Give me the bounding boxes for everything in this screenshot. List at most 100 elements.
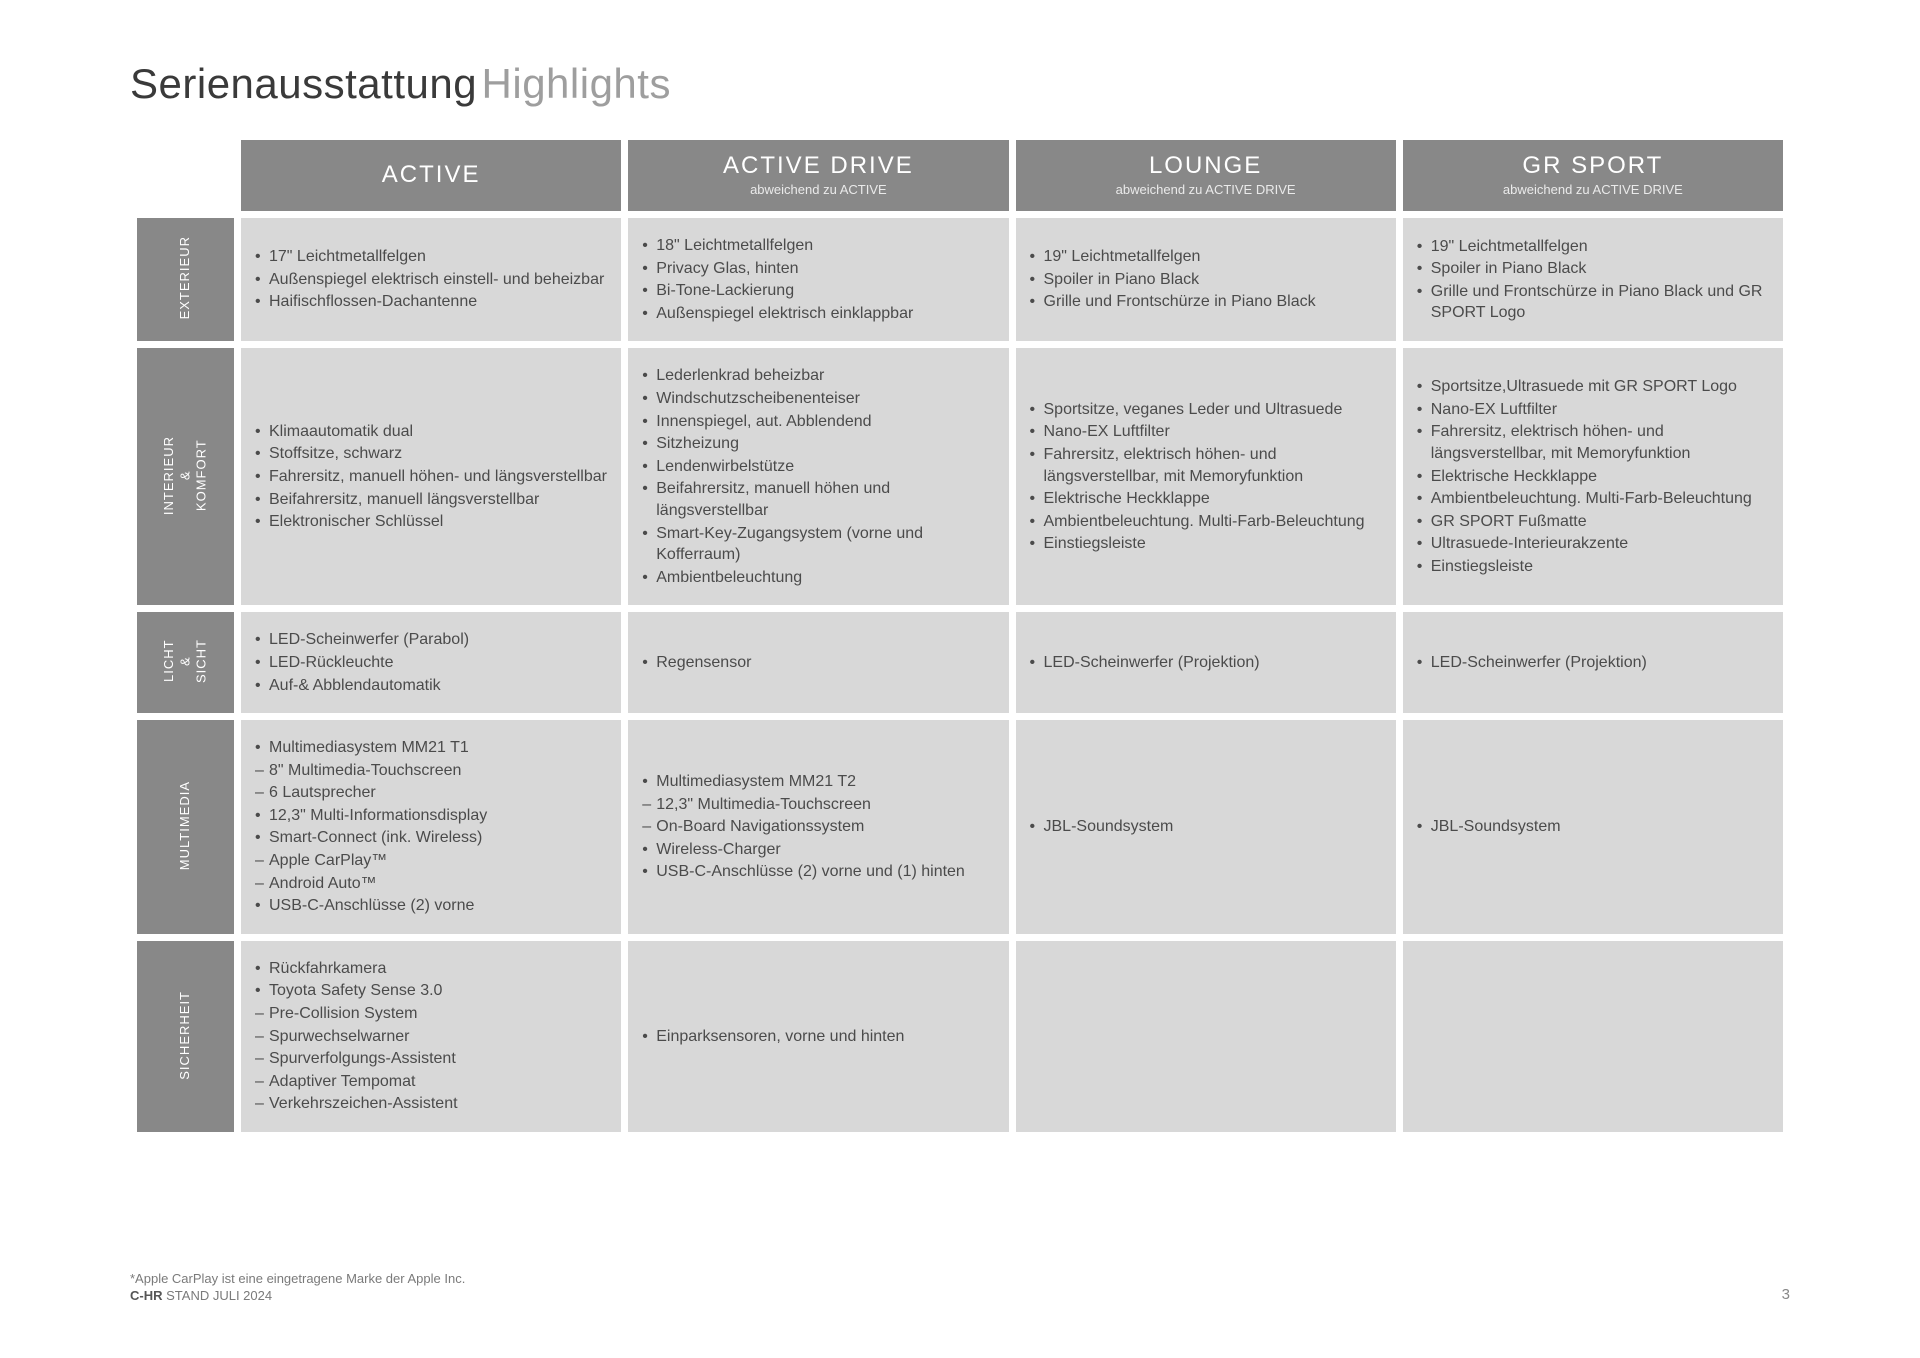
table-row: SICHERHEITRückfahrkameraToyota Safety Se…	[137, 941, 1783, 1132]
row-label: MULTIMEDIA	[137, 720, 234, 934]
page-title: Serienausstattung Highlights	[130, 60, 1790, 108]
col-head-lounge: LOUNGE abweichend zu ACTIVE DRIVE	[1016, 140, 1396, 211]
feature-item: Ambientbeleuchtung. Multi-Farb-Beleuchtu…	[1417, 488, 1769, 510]
feature-cell: LED-Scheinwerfer (Projektion)	[1016, 612, 1396, 713]
page-number: 3	[1782, 1286, 1790, 1303]
title-light: Highlights	[482, 60, 671, 107]
feature-list: LED-Scheinwerfer (Projektion)	[1030, 652, 1382, 674]
col-head-active: ACTIVE	[241, 140, 621, 211]
feature-item: Multimediasystem MM21 T1	[255, 737, 607, 759]
feature-item: Lederlenkrad beheizbar	[642, 365, 994, 387]
feature-item: Haifischflossen-Dachantenne	[255, 291, 607, 313]
feature-item: Grille und Frontschürze in Piano Black	[1030, 291, 1382, 313]
col-subtitle: abweichend zu ACTIVE DRIVE	[1024, 182, 1388, 197]
feature-cell: Multimediasystem MM21 T18" Multimedia-To…	[241, 720, 621, 934]
feature-item: Regensensor	[642, 652, 994, 674]
feature-list: 19" LeichtmetallfelgenSpoiler in Piano B…	[1030, 246, 1382, 313]
feature-item: Rückfahrkamera	[255, 958, 607, 980]
feature-cell: Einparksensoren, vorne und hinten	[628, 941, 1008, 1132]
feature-item: GR SPORT Fußmatte	[1417, 511, 1769, 533]
feature-cell: 18" LeichtmetallfelgenPrivacy Glas, hint…	[628, 218, 1008, 341]
footer-status-line: C-HR STAND JULI 2024	[130, 1288, 1790, 1303]
feature-list: Lederlenkrad beheizbarWindschutzscheiben…	[642, 365, 994, 588]
feature-item: JBL-Soundsystem	[1030, 816, 1382, 838]
feature-item: Ambientbeleuchtung. Multi-Farb-Beleuchtu…	[1030, 511, 1382, 533]
feature-item: Spoiler in Piano Black	[1417, 258, 1769, 280]
feature-item: Einstiegsleiste	[1417, 556, 1769, 578]
title-strong: Serienausstattung	[130, 60, 477, 107]
feature-list: LED-Scheinwerfer (Projektion)	[1417, 652, 1769, 674]
footer-model: C-HR	[130, 1288, 163, 1303]
feature-cell: JBL-Soundsystem	[1016, 720, 1396, 934]
feature-item: Apple CarPlay™	[255, 850, 607, 872]
col-title: ACTIVE DRIVE	[636, 152, 1000, 180]
feature-item: Ultrasuede-Interieurakzente	[1417, 533, 1769, 555]
table-row: EXTERIEUR17" LeichtmetallfelgenAußenspie…	[137, 218, 1783, 341]
feature-item: Ambientbeleuchtung	[642, 567, 994, 589]
feature-item: Fahrersitz, manuell höhen- und längsvers…	[255, 466, 607, 488]
feature-item: Windschutzscheibenenteiser	[642, 388, 994, 410]
feature-item: Innenspiegel, aut. Abblendend	[642, 411, 994, 433]
feature-item: Multimediasystem MM21 T2	[642, 771, 994, 793]
feature-item: Spoiler in Piano Black	[1030, 269, 1382, 291]
feature-item: On-Board Navigationssystem	[642, 816, 994, 838]
feature-item: LED-Rückleuchte	[255, 652, 607, 674]
feature-cell: Multimediasystem MM21 T212,3" Multimedia…	[628, 720, 1008, 934]
feature-item: Außenspiegel elektrisch einstell- und be…	[255, 269, 607, 291]
feature-cell: 19" LeichtmetallfelgenSpoiler in Piano B…	[1403, 218, 1783, 341]
feature-cell: JBL-Soundsystem	[1403, 720, 1783, 934]
feature-cell: LED-Scheinwerfer (Parabol)LED-Rückleucht…	[241, 612, 621, 713]
feature-cell	[1403, 941, 1783, 1132]
feature-list: LED-Scheinwerfer (Parabol)LED-Rückleucht…	[255, 629, 607, 696]
feature-list: Regensensor	[642, 652, 994, 674]
table-header-row: ACTIVE ACTIVE DRIVE abweichend zu ACTIVE…	[137, 140, 1783, 211]
feature-item: Wireless-Charger	[642, 839, 994, 861]
col-title: LOUNGE	[1024, 152, 1388, 180]
feature-item: Beifahrersitz, manuell höhen und längsve…	[642, 478, 994, 521]
feature-item: Pre-Collision System	[255, 1003, 607, 1025]
table-row: MULTIMEDIAMultimediasystem MM21 T18" Mul…	[137, 720, 1783, 934]
col-head-active-drive: ACTIVE DRIVE abweichend zu ACTIVE	[628, 140, 1008, 211]
col-title: ACTIVE	[249, 161, 613, 189]
header-spacer	[189, 140, 234, 211]
table-row: LICHT & SICHTLED-Scheinwerfer (Parabol)L…	[137, 612, 1783, 713]
feature-item: Einstiegsleiste	[1030, 533, 1382, 555]
feature-cell: Lederlenkrad beheizbarWindschutzscheiben…	[628, 348, 1008, 605]
feature-list: Klimaautomatik dualStoffsitze, schwarzFa…	[255, 421, 607, 533]
feature-item: 12,3" Multimedia-Touchscreen	[642, 794, 994, 816]
feature-item: JBL-Soundsystem	[1417, 816, 1769, 838]
feature-cell: 19" LeichtmetallfelgenSpoiler in Piano B…	[1016, 218, 1396, 341]
feature-item: Stoffsitze, schwarz	[255, 443, 607, 465]
feature-list: Sportsitze, veganes Leder und Ultrasuede…	[1030, 399, 1382, 555]
row-label: LICHT & SICHT	[137, 612, 234, 713]
feature-cell: Sportsitze,Ultrasuede mit GR SPORT LogoN…	[1403, 348, 1783, 605]
feature-list: Multimediasystem MM21 T18" Multimedia-To…	[255, 737, 607, 917]
feature-item: Android Auto™	[255, 873, 607, 895]
feature-item: 17" Leichtmetallfelgen	[255, 246, 607, 268]
feature-item: Einparksensoren, vorne und hinten	[642, 1026, 994, 1048]
col-title: GR SPORT	[1411, 152, 1775, 180]
feature-item: Nano-EX Luftfilter	[1030, 421, 1382, 443]
feature-cell: LED-Scheinwerfer (Projektion)	[1403, 612, 1783, 713]
row-label: INTERIEUR & KOMFORT	[137, 348, 234, 605]
feature-item: USB-C-Anschlüsse (2) vorne und (1) hinte…	[642, 861, 994, 883]
feature-list: 17" LeichtmetallfelgenAußenspiegel elekt…	[255, 246, 607, 313]
feature-item: LED-Scheinwerfer (Parabol)	[255, 629, 607, 651]
feature-item: USB-C-Anschlüsse (2) vorne	[255, 895, 607, 917]
feature-item: Toyota Safety Sense 3.0	[255, 980, 607, 1002]
feature-item: Elektrische Heckklappe	[1030, 488, 1382, 510]
feature-item: 19" Leichtmetallfelgen	[1417, 236, 1769, 258]
feature-item: LED-Scheinwerfer (Projektion)	[1417, 652, 1769, 674]
feature-item: LED-Scheinwerfer (Projektion)	[1030, 652, 1382, 674]
feature-item: Smart-Key-Zugangsystem (vorne und Koffer…	[642, 523, 994, 566]
feature-item: Fahrersitz, elektrisch höhen- und längsv…	[1417, 421, 1769, 464]
feature-item: 6 Lautsprecher	[255, 782, 607, 804]
col-subtitle: abweichend zu ACTIVE	[636, 182, 1000, 197]
feature-cell	[1016, 941, 1396, 1132]
feature-list: 18" LeichtmetallfelgenPrivacy Glas, hint…	[642, 235, 994, 324]
feature-cell: Sportsitze, veganes Leder und Ultrasuede…	[1016, 348, 1396, 605]
feature-item: Elektrische Heckklappe	[1417, 466, 1769, 488]
feature-item: 12,3" Multi-Informationsdisplay	[255, 805, 607, 827]
feature-item: Auf-& Abblendautomatik	[255, 675, 607, 697]
feature-item: Fahrersitz, elektrisch höhen- und längsv…	[1030, 444, 1382, 487]
